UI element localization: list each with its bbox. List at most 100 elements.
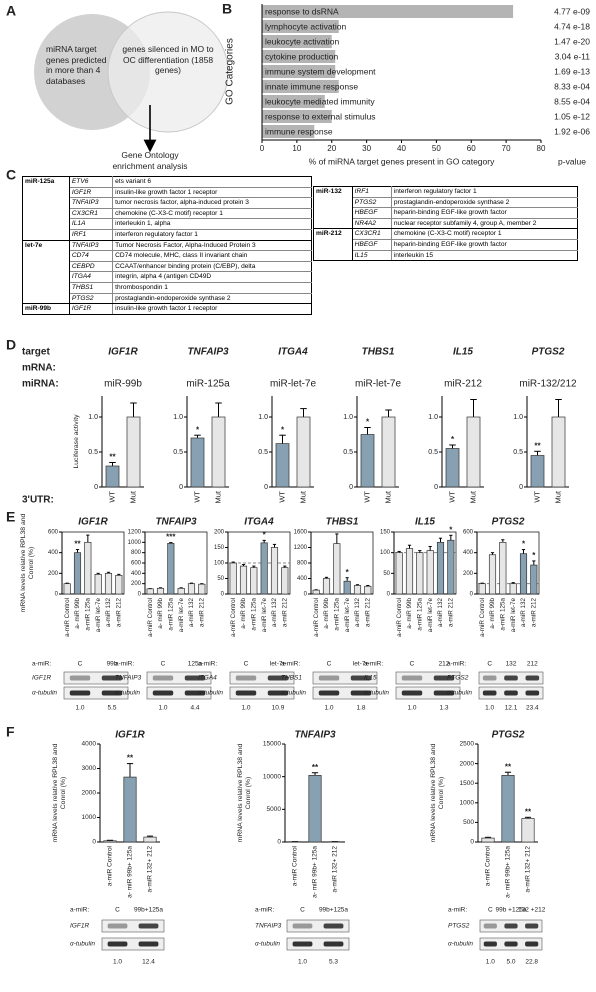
- bar: [551, 416, 566, 488]
- blot-band: [483, 941, 497, 947]
- chart-title: IGF1R: [108, 347, 138, 358]
- bar: [167, 543, 175, 595]
- bar: [262, 35, 332, 48]
- y-tick-label: 200: [48, 571, 59, 577]
- gene-cell: TNFAIP3: [69, 240, 114, 252]
- blot-band: [504, 941, 518, 947]
- blot-band: [235, 675, 257, 681]
- x-tick-label: a-miR Control: [313, 598, 320, 637]
- blot-quant: 4.4: [190, 705, 199, 712]
- x-tick-label: a-miR Control: [64, 598, 71, 637]
- lane-label: C: [300, 907, 305, 914]
- blot-control: α-tubulin: [198, 690, 223, 697]
- description-cell: Tumor Necrosis Factor, Alpha-Induced Pro…: [112, 240, 312, 252]
- blot-prefix: a-miR:: [447, 661, 466, 668]
- chart-subtitle: miR-212: [444, 379, 482, 390]
- blot-band: [525, 941, 539, 947]
- y-tick-label: 400: [131, 571, 142, 577]
- description-cell: nuclear receptor subfamily 4, group A, m…: [391, 218, 578, 230]
- x-tick-label: a-miR 132: [520, 598, 527, 628]
- y-tick-label: 800: [131, 550, 142, 556]
- blot-strip: [229, 686, 295, 700]
- plot-frame: [393, 531, 457, 595]
- blot-prefix: a-miR:: [255, 907, 274, 914]
- lane-label: 99b: [107, 661, 118, 668]
- blot-strip: [312, 671, 378, 685]
- bar: [105, 465, 120, 488]
- bar: [250, 567, 258, 595]
- y-tick-label: 1200: [294, 545, 308, 551]
- p-value: 8.55 e-04: [554, 96, 590, 106]
- significance: *: [196, 425, 200, 434]
- table-row: ITGA4 integrin, alpha 4 (antigen CD49D: [23, 271, 312, 283]
- blot-control: α-tubulin: [115, 690, 140, 697]
- x-tick-label: a-miR 132+ 212: [147, 846, 154, 893]
- blot-band: [138, 941, 159, 947]
- x-tick-label: a-miR Control: [147, 598, 154, 637]
- y-tick-label: 0: [434, 484, 438, 491]
- x-tick-label: a-miR let-7e: [510, 598, 517, 633]
- d-header: mRNA:: [22, 363, 56, 374]
- category-label: immune response: [265, 126, 333, 136]
- blot-strip: [63, 686, 129, 700]
- x-tick-label: Mut: [298, 490, 307, 503]
- bar: [126, 416, 141, 488]
- y-tick-label: 1000: [460, 800, 475, 807]
- chart-title: IGF1R: [115, 730, 145, 741]
- y-tick-label: 1600: [294, 530, 308, 536]
- description-cell: interferon regulatory factor 1: [391, 186, 578, 198]
- x-tick-label: a- miR 99b: [406, 598, 413, 629]
- chart-subtitle: miR-let-7e: [355, 379, 402, 390]
- description-cell: insulin-like growth factor 1 receptor: [112, 303, 312, 315]
- lane-label: 212: [527, 661, 538, 668]
- y-tick-label: 0: [304, 592, 308, 598]
- blot-quant: 1.0: [298, 959, 307, 966]
- y-tick-label: 0: [179, 484, 183, 491]
- bar: [270, 547, 279, 595]
- blot-quant: 5.0: [506, 959, 515, 966]
- description-cell: interleukin 15: [391, 250, 578, 262]
- bar: [73, 552, 82, 595]
- y-tick-label: 0: [519, 484, 523, 491]
- y-tick-label: 0: [94, 484, 98, 491]
- p-value: 8.33 e-04: [554, 81, 590, 91]
- chart-title: PTGS2: [492, 730, 525, 741]
- y-tick-label: 0.5: [173, 449, 183, 456]
- x-tick-label: Mut: [553, 490, 562, 503]
- blot-prefix: a-miR:: [364, 661, 383, 668]
- y-tick-label: 0: [470, 839, 474, 846]
- y-tick-label: 0: [55, 592, 59, 598]
- d-header: 3'UTR:: [22, 495, 54, 506]
- blot-strip: [229, 671, 295, 685]
- blot-control: α-tubulin: [448, 941, 473, 948]
- y-tick-label: 2000: [460, 760, 475, 767]
- bar: [322, 578, 331, 595]
- bar: [466, 416, 481, 488]
- plot-frame: [61, 531, 125, 595]
- blot-gene: THBS1: [281, 675, 302, 682]
- blot-gene: PTGS2: [448, 923, 470, 930]
- y-tick-label: 0: [349, 484, 353, 491]
- y-tick-label: 3000: [82, 765, 97, 772]
- venn-left-text: miRNA target genes predicted in more tha…: [46, 44, 107, 86]
- blot-prefix: a-miR:: [70, 907, 89, 914]
- bar: [381, 416, 396, 488]
- description-cell: chemokine (C-X3-C motif) receptor 1: [391, 228, 578, 240]
- x-tick-label: a-miR 132: [437, 598, 444, 628]
- significance: *: [451, 435, 455, 444]
- blot-prefix: a-miR:: [281, 661, 300, 668]
- blot-band: [107, 941, 128, 947]
- x-tick-label: 80: [537, 144, 546, 153]
- bar: [262, 65, 336, 78]
- lane-label: 125a: [188, 661, 203, 668]
- blot-band: [323, 923, 344, 929]
- table-row: TNFAIP3 tumor necrosis factor, alpha-indu…: [23, 197, 312, 209]
- chart-subtitle: miR-125a: [186, 379, 230, 390]
- bar: [211, 416, 226, 488]
- lane-label: 99b+125a: [319, 907, 348, 914]
- description-cell: CCAAT/enhancer binding protein (C/EBP), …: [112, 261, 312, 273]
- x-tick-label: WT: [447, 491, 456, 503]
- gene-cell: CX3CR1: [69, 208, 114, 220]
- blot-gene: IL15: [364, 675, 377, 682]
